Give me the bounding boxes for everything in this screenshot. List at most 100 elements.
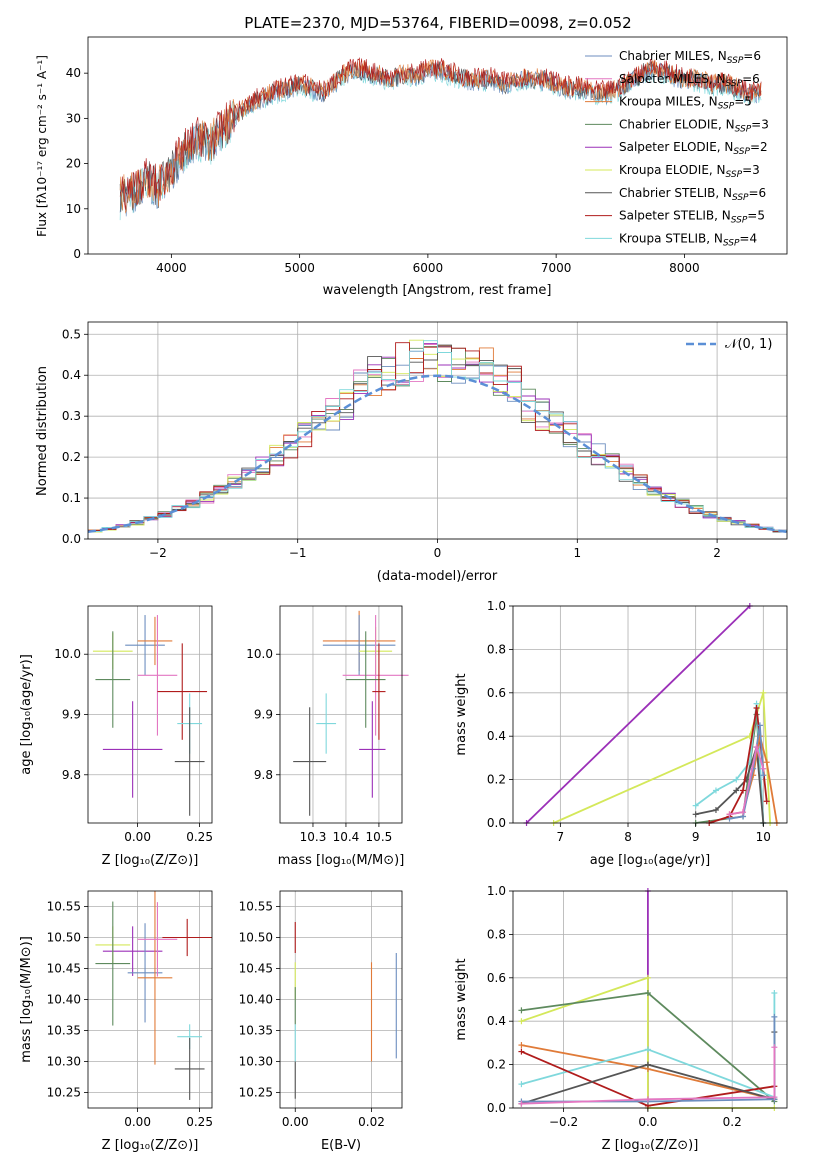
weight-vs-age-panel: 7 8 9 10 0.0 0.2 0.4 0.6 0.8 1.0 age [log₁₀(age/yr… (454, 599, 788, 868)
y-tick-label: 10.40 (47, 993, 81, 1007)
y-tick-label: 10.30 (239, 1055, 273, 1069)
error-bar-point (95, 901, 131, 1026)
x-tick-label: 0 (434, 546, 442, 560)
y-tick-label: 0.4 (62, 368, 81, 382)
age-vs-mass-panel: 10.3 10.4 10.5 9.8 9.9 10.0 mass [log₁₀(M/M⊙)] (246, 605, 409, 868)
x-tick-label: 7 (557, 830, 565, 844)
spectrum-panel: 4000 5000 6000 7000 8000 0 10 20 30 40 wavelengt… (35, 36, 788, 298)
y-tick-label: 0.6 (487, 971, 506, 985)
x-tick-label: 0.25 (186, 830, 213, 844)
error-bar-point (137, 615, 178, 736)
y-axis-label: mass [log₁₀(M/M⊙)] (19, 936, 34, 1063)
y-tick-label: 0.8 (487, 927, 506, 941)
y-axis-label: mass weight (454, 958, 469, 1040)
y-axis-label: mass weight (454, 673, 469, 755)
residuals-ylabel: Normed distribution (35, 366, 50, 496)
y-tick-label: 0.0 (487, 1101, 506, 1115)
y-axis-label: age [log₁₀(age/yr)] (19, 654, 34, 775)
spectrum-ylabel: Flux [fλ10⁻¹⁷ erg cm⁻² s⁻¹ A⁻¹] (35, 55, 49, 237)
figure-title: PLATE=2370, MJD=53764, FIBERID=0098, z=0… (244, 14, 631, 32)
x-tick-label: 0.25 (186, 1115, 213, 1129)
weight-series (726, 744, 767, 818)
x-axis-label: Z [log₁₀(Z/Z⊙)] (102, 853, 199, 868)
legend-entry: Salpeter MILES, NSSP=6 (619, 72, 760, 89)
y-tick-label: 10.35 (47, 1024, 81, 1038)
legend-entry: Kroupa ELODIE, NSSP=3 (619, 163, 760, 180)
error-bar-point (293, 707, 327, 816)
y-tick-label: 0.2 (62, 450, 81, 464)
y-tick-label: 10.0 (246, 647, 273, 661)
residuals-legend-label: 𝒩(0, 1) (725, 337, 772, 352)
y-tick-label: 10.0 (54, 647, 81, 661)
x-tick-label: −0.2 (549, 1115, 578, 1129)
legend-entry: Kroupa MILES, NSSP=5 (619, 95, 752, 112)
y-tick-label: 0.4 (487, 729, 506, 743)
legend-entry: Chabrier MILES, NSSP=6 (619, 49, 761, 66)
error-bar-point (322, 615, 396, 676)
y-tick-label: 10.55 (239, 900, 273, 914)
x-tick-label: 0.2 (723, 1115, 742, 1129)
y-tick-label: 0.0 (487, 816, 506, 830)
spectrum-line (119, 59, 762, 214)
y-tick-label: 0.3 (62, 409, 81, 423)
spectrum-xlabel: wavelength [Angstrom, rest frame] (323, 283, 552, 298)
mass-vs-metallicity-panel: 0.00 0.25 10.25 10.30 10.35 10.40 10.45 10.50 10… (19, 890, 213, 1153)
residuals-xlabel: (data-model)/error (377, 569, 498, 584)
error-bar-point (316, 693, 337, 754)
y-tick-label: 1.0 (487, 599, 506, 613)
y-tick-label: 9.8 (254, 768, 273, 782)
y-tick-label: 0.8 (487, 642, 506, 656)
x-tick-label: 6000 (413, 261, 444, 275)
y-tick-label: 0.5 (62, 327, 81, 341)
x-tick-label: 0.02 (358, 1115, 385, 1129)
x-tick-label: 10 (756, 830, 771, 844)
x-tick-label: 1 (573, 546, 581, 560)
spectrum-lines (119, 57, 762, 221)
y-tick-label: 10.55 (47, 900, 81, 914)
legend-entry: Kroupa STELIB, NSSP=4 (619, 231, 757, 248)
x-axis-label: Z [log₁₀(Z/Z⊙)] (102, 1138, 199, 1153)
legend-entry: Chabrier ELODIE, NSSP=3 (619, 117, 769, 134)
y-tick-label: 10.30 (47, 1055, 81, 1069)
x-axis-label: age [log₁₀(age/yr)] (590, 853, 711, 868)
weight-series (523, 603, 753, 826)
x-tick-label: 0.00 (282, 1115, 309, 1129)
error-bar-point (137, 616, 173, 666)
x-tick-label: 8 (624, 830, 632, 844)
x-tick-label: 10.5 (366, 830, 393, 844)
error-bar-point (95, 631, 131, 728)
x-tick-label: 9 (692, 830, 700, 844)
y-tick-label: 10.35 (239, 1024, 273, 1038)
legend-entry: Salpeter ELODIE, NSSP=2 (619, 140, 768, 157)
residuals-panel: −2 −1 0 1 2 0.0 0.1 0.2 0.3 0.4 0.5 (data-model)/… (35, 321, 788, 584)
legend-entry: Salpeter STELIB, NSSP=5 (619, 209, 765, 226)
normal-curve (87, 374, 788, 534)
error-bar-point (137, 891, 173, 1065)
y-tick-label: 0 (73, 247, 81, 261)
y-tick-label: 1.0 (487, 884, 506, 898)
y-tick-label: 10.45 (239, 962, 273, 976)
legend-entry: Chabrier STELIB, NSSP=6 (619, 186, 766, 203)
y-tick-label: 0.6 (487, 686, 506, 700)
x-axis-label: mass [log₁₀(M/M⊙)] (278, 853, 405, 868)
error-bar-point (359, 701, 386, 798)
error-bar-point (342, 615, 409, 736)
x-tick-label: 0.0 (638, 1115, 657, 1129)
weight-vs-metallicity-panel: −0.2 0.0 0.2 0.0 0.2 0.4 0.6 0.8 1.0 Z [log₁₀(Z/Z… (454, 884, 788, 1153)
age-vs-metallicity-panel: 0.00 0.25 9.8 9.9 10.0 Z [log₁₀(Z/Z⊙)] age [lo… (19, 605, 213, 868)
y-tick-label: 10.50 (47, 931, 81, 945)
y-tick-label: 0.2 (487, 773, 506, 787)
residual-histogram (88, 339, 787, 533)
y-tick-label: 9.8 (62, 768, 81, 782)
spectrum-legend: Chabrier MILES, NSSP=6 Salpeter MILES, NS… (585, 49, 769, 248)
weight-series (518, 1044, 778, 1107)
residuals-legend: 𝒩(0, 1) (686, 337, 772, 352)
error-bar-point (137, 902, 178, 977)
x-axis-label: E(B-V) (321, 1138, 361, 1153)
x-tick-label: 4000 (156, 261, 187, 275)
spectrum-line (119, 57, 762, 210)
x-tick-label: −2 (149, 546, 167, 560)
x-tick-label: 10.3 (300, 830, 327, 844)
y-tick-label: 0.4 (487, 1014, 506, 1028)
